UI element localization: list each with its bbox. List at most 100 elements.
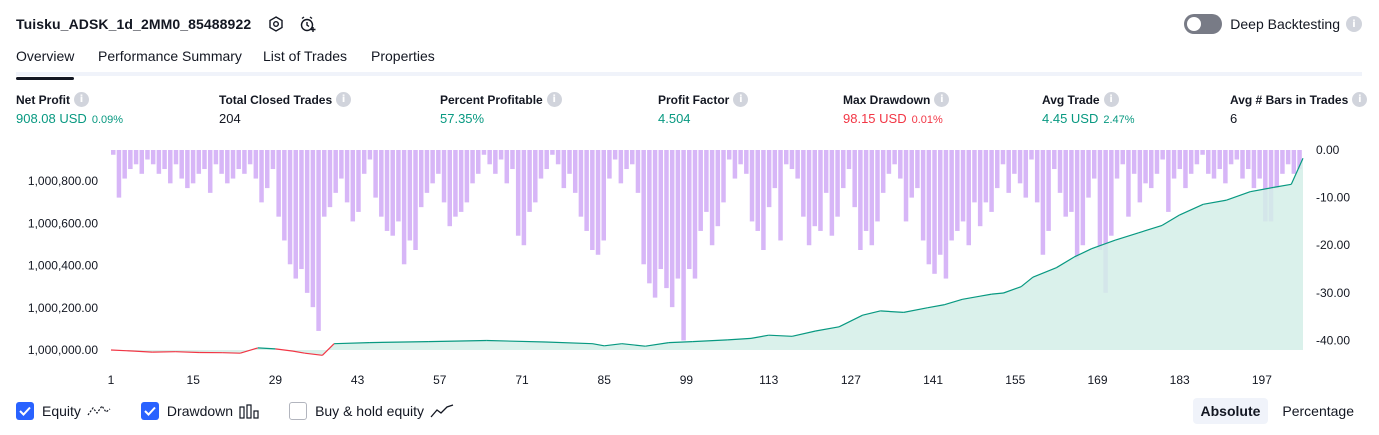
drawdown-bar	[230, 150, 236, 179]
equity-line-segment	[1250, 186, 1274, 193]
equity-line-segment	[486, 339, 546, 343]
drawdown-bar	[858, 150, 863, 250]
info-icon[interactable]: i	[733, 92, 749, 107]
equity-checkbox[interactable]	[16, 402, 34, 420]
info-icon[interactable]: i	[1346, 16, 1362, 32]
equity-line-segment	[1056, 256, 1075, 269]
drawdown-bar	[515, 150, 521, 236]
drawdown-bar	[116, 150, 122, 198]
metric-percent: 2.47%	[1103, 114, 1135, 126]
legend-buyhold-toggle[interactable]: Buy & hold equity	[289, 402, 454, 420]
drawdown-bar	[1223, 150, 1228, 184]
equity-line-segment	[903, 307, 928, 313]
drawdown-bar	[247, 150, 253, 165]
metric-avg-trade: Avg Trade i 4.45 USD 2.47%	[1042, 92, 1135, 126]
drawdown-bar	[550, 150, 555, 155]
info-icon[interactable]: i	[336, 92, 352, 107]
drawdown-bar	[1120, 150, 1125, 165]
toggle-knob	[1187, 17, 1202, 31]
drawdown-bar	[498, 150, 504, 160]
drawdown-bar	[111, 150, 116, 155]
drawdown-bar	[584, 150, 589, 231]
tab-list-of-trades[interactable]: List of Trades	[263, 48, 348, 64]
info-icon[interactable]: i	[74, 92, 89, 107]
equity-line-segment	[645, 342, 669, 347]
drawdown-bar	[972, 150, 977, 203]
drawdown-bar	[1114, 150, 1120, 179]
drawdown-bar	[196, 150, 202, 174]
info-icon[interactable]: i	[1103, 92, 1119, 107]
equity-line-segment	[369, 341, 429, 344]
drawdown-bar	[1194, 150, 1200, 165]
metric-avg-bars: Avg # Bars in Trades i 6	[1230, 92, 1368, 126]
drawdown-bar	[1017, 150, 1023, 184]
tab-performance-summary[interactable]: Performance Summary	[98, 48, 242, 64]
metric-percent: 0.01%	[911, 114, 943, 126]
add-alert-clock-icon[interactable]	[297, 13, 319, 35]
drawdown-bar	[698, 150, 703, 231]
equity-line-segment	[944, 298, 963, 306]
drawdown-bar	[995, 150, 1000, 189]
drawdown-bar	[190, 150, 196, 184]
drawdown-bar	[875, 150, 880, 222]
report-header: Tuisku_ADSK_1d_2MM0_85488922	[16, 10, 319, 38]
drawdown-bar	[1131, 150, 1137, 174]
x-axis-tick-label: 71	[515, 373, 529, 387]
mode-percentage-button[interactable]: Percentage	[1282, 403, 1354, 419]
equity-line-segment	[962, 295, 981, 300]
drawdown-bar	[145, 150, 150, 160]
drawdown-bar	[1285, 150, 1291, 165]
equity-line-segment	[545, 341, 593, 345]
equity-line-segment	[1114, 232, 1139, 241]
drawdown-bar	[185, 150, 190, 189]
left-axis-tick-label: 1,000,600.00	[28, 216, 98, 230]
equity-line-segment	[175, 351, 200, 354]
drawdown-bar	[1160, 150, 1165, 160]
equity-line-segment	[880, 310, 904, 313]
drawdown-bar	[430, 150, 435, 184]
drawdown-bar	[578, 150, 584, 217]
info-icon[interactable]: i	[934, 92, 950, 107]
tab-properties[interactable]: Properties	[371, 48, 435, 64]
drawdown-bar	[983, 150, 989, 203]
equity-line-segment	[592, 343, 605, 347]
equity-line-segment	[1161, 214, 1181, 226]
drawdown-bar	[264, 150, 270, 189]
drawdown-bar	[1200, 150, 1205, 155]
drawdown-bar	[1012, 150, 1017, 174]
drawdown-bar	[818, 150, 823, 231]
equity-drawdown-chart: 1,000,000.00 1,000,200.00 1,000,400.00 1,00…	[28, 143, 1350, 387]
drawdown-bar	[1006, 150, 1011, 193]
drawdown-bar	[1297, 150, 1302, 170]
info-icon[interactable]: i	[1352, 92, 1368, 107]
mode-absolute-button[interactable]: Absolute	[1192, 398, 1269, 424]
drawdown-bar	[903, 150, 909, 222]
drawdown-bar	[567, 150, 572, 174]
metrics-row: Net Profit i 908.08 USD 0.09% Total Closed…	[16, 92, 1368, 132]
legend-equity-toggle[interactable]: Equity	[16, 402, 111, 420]
drawdown-checkbox[interactable]	[140, 402, 159, 420]
drawdown-bar	[612, 150, 618, 160]
left-axis: 1,000,000.00 1,000,200.00 1,000,400.00 1,00…	[28, 174, 98, 357]
chart-legend: Equity Drawdown Buy & hold equity	[16, 400, 484, 422]
equity-line-segment	[692, 339, 728, 343]
x-axis-tick-label: 155	[1005, 373, 1025, 387]
legend-drawdown-toggle[interactable]: Drawdown	[140, 402, 259, 420]
tab-overview[interactable]: Overview	[16, 48, 75, 80]
drawdown-bar	[458, 150, 464, 212]
buyhold-checkbox[interactable]	[289, 402, 308, 420]
deep-backtesting-toggle[interactable]	[1184, 14, 1223, 34]
right-axis-tick-label: 0.00	[1316, 143, 1340, 157]
drawdown-bar	[989, 150, 994, 212]
drawdown-bar	[841, 150, 846, 189]
drawdown-bar	[1263, 150, 1268, 222]
info-icon[interactable]: i	[546, 92, 562, 107]
drawdown-bar	[225, 150, 230, 184]
settings-gear-icon[interactable]	[265, 13, 287, 35]
drawdown-bar	[681, 150, 686, 341]
drawdown-bar	[863, 150, 869, 231]
drawdown-bar	[493, 150, 498, 174]
drawdown-bar	[407, 150, 413, 241]
drawdown-bar	[476, 150, 481, 174]
drawdown-bar	[401, 150, 407, 265]
